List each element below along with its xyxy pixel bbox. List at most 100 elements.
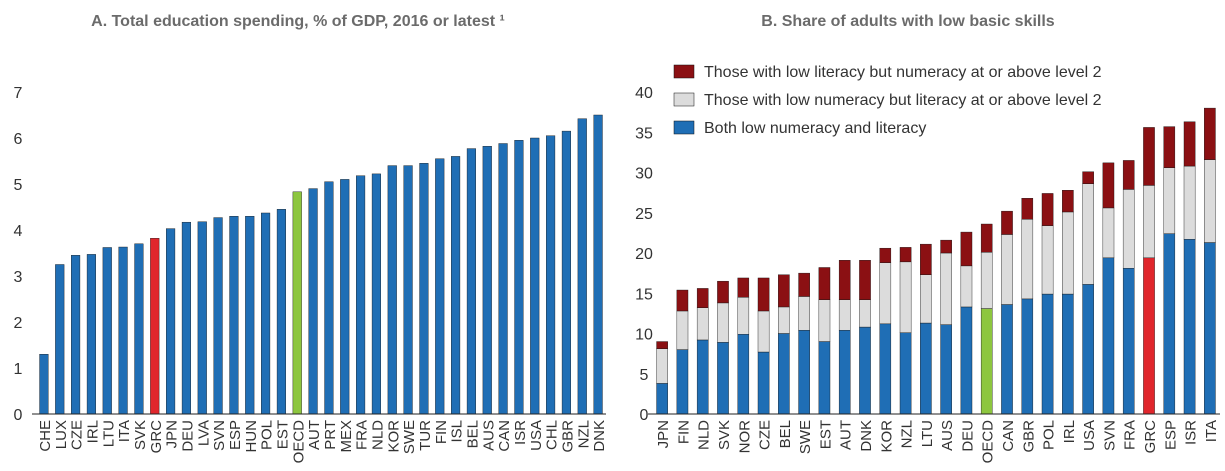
bar xyxy=(308,188,318,415)
x-tick-label: DNK xyxy=(858,420,875,452)
bar-segment xyxy=(960,231,973,267)
bar-segment xyxy=(737,334,750,415)
y-tick-label: 5 xyxy=(640,367,649,384)
bar-segment xyxy=(879,262,892,325)
bar-segment xyxy=(980,223,993,253)
bar-segment xyxy=(1102,257,1115,415)
bar xyxy=(55,264,65,415)
bar-segment xyxy=(778,306,790,334)
bar-segment xyxy=(798,330,810,415)
x-tick-label: AUT xyxy=(306,420,323,450)
bar-segment xyxy=(1143,257,1155,415)
x-tick-label: BEL xyxy=(464,420,481,448)
bar-segment xyxy=(1204,242,1216,415)
bar-segment xyxy=(960,306,973,415)
x-tick-label: GRC xyxy=(148,420,165,454)
bar xyxy=(561,130,571,415)
bar-segment xyxy=(838,260,851,300)
x-tick-label: SWE xyxy=(797,420,814,454)
x-tick-label: POL xyxy=(259,420,276,450)
x-tick-label: EST xyxy=(274,420,291,449)
bar-segment xyxy=(859,326,871,415)
y-tick-label: 35 xyxy=(635,125,653,142)
x-tick-label: BEL xyxy=(777,420,794,448)
x-tick-label: AUS xyxy=(480,420,497,451)
x-tick-label: SVK xyxy=(132,420,149,450)
bar-segment xyxy=(1102,207,1115,259)
x-tick-label: AUT xyxy=(838,420,855,450)
bar-segment xyxy=(1204,107,1216,160)
bar xyxy=(197,221,207,415)
x-tick-label: SVK xyxy=(716,420,733,450)
bar xyxy=(482,146,492,415)
x-tick-label: SVN xyxy=(1101,420,1118,451)
x-tick-label: KOR xyxy=(878,420,895,453)
y-tick-label: 6 xyxy=(14,131,23,148)
x-tick-label: DNK xyxy=(591,420,608,452)
x-tick-label: AUS xyxy=(939,420,956,451)
bar xyxy=(593,114,603,415)
x-tick-label: JPN xyxy=(164,420,181,448)
bar-segment xyxy=(859,299,871,328)
bar xyxy=(356,175,366,415)
bar xyxy=(371,173,381,415)
bar xyxy=(245,215,255,415)
x-tick-label: FRA xyxy=(354,420,371,450)
bar-segment xyxy=(838,299,851,331)
bar-segment xyxy=(656,348,668,384)
x-tick-label: TUR xyxy=(417,420,434,451)
y-tick-label: 4 xyxy=(14,223,23,240)
y-tick-label: 15 xyxy=(635,286,653,303)
x-tick-label: IRL xyxy=(1061,420,1078,443)
bar-segment xyxy=(717,302,729,343)
x-tick-label: IRL xyxy=(84,420,101,443)
bar xyxy=(466,148,476,415)
x-tick-label: ITA xyxy=(116,420,133,442)
bar-segment xyxy=(1163,167,1176,234)
bar xyxy=(134,243,144,415)
bar-segment xyxy=(920,322,932,415)
bar xyxy=(86,254,96,415)
x-tick-label: LTU xyxy=(919,420,936,447)
bar-segment xyxy=(1082,284,1094,415)
bar-segment xyxy=(1163,126,1176,168)
y-tick-label: 20 xyxy=(635,246,653,263)
bar-segment xyxy=(1163,233,1176,415)
x-tick-label: CZE xyxy=(69,420,86,450)
bar-segment xyxy=(879,323,892,415)
bar xyxy=(324,181,334,415)
bar xyxy=(419,163,429,415)
bar xyxy=(118,246,128,415)
bar-segment xyxy=(1021,298,1034,415)
bar-segment xyxy=(798,296,810,331)
bar-segment xyxy=(1041,225,1054,295)
bar xyxy=(546,135,556,415)
x-tick-label: DEU xyxy=(179,420,196,452)
x-tick-label: GBR xyxy=(559,420,576,453)
y-tick-label: 30 xyxy=(635,166,653,183)
x-tick-label: HUN xyxy=(243,420,260,453)
x-tick-label: ITA xyxy=(1203,420,1220,442)
bar-segment xyxy=(778,274,790,308)
x-tick-label: CZE xyxy=(757,420,774,450)
bar-segment xyxy=(757,310,770,353)
bar-segment xyxy=(1062,293,1074,415)
bar-segment xyxy=(818,267,831,300)
x-tick-label: CHE xyxy=(37,420,54,452)
x-tick-label: EST xyxy=(817,420,834,449)
y-tick-label: 5 xyxy=(14,177,23,194)
bar-segment xyxy=(940,252,952,325)
legend-swatch xyxy=(673,120,695,135)
bar-segment xyxy=(1041,193,1054,226)
bar-segment xyxy=(656,341,668,349)
x-tick-label: USA xyxy=(528,420,545,451)
x-tick-label: ISR xyxy=(1183,420,1200,445)
bar-segment xyxy=(696,307,709,341)
bar-segment xyxy=(960,265,973,308)
bar-segment xyxy=(1062,211,1074,295)
bar xyxy=(71,255,81,415)
bar-segment xyxy=(1041,293,1054,415)
x-tick-label: LUX xyxy=(53,420,70,449)
bar-segment xyxy=(1062,190,1074,213)
bar xyxy=(213,217,223,415)
